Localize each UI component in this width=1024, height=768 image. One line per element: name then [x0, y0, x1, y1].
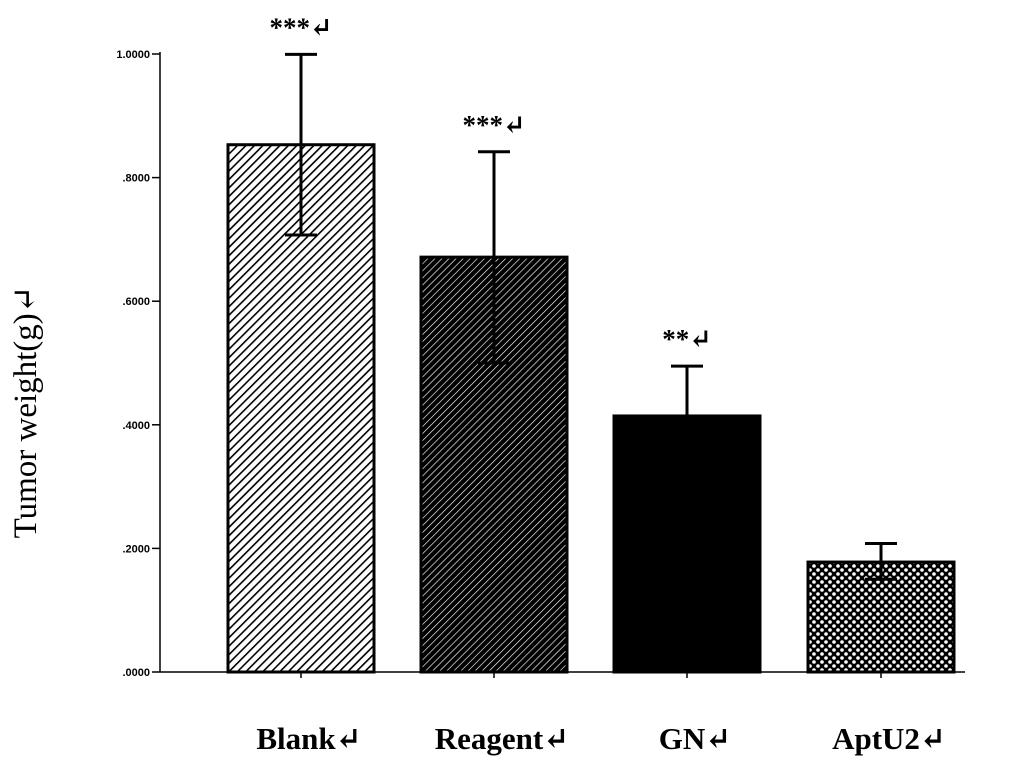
significance-reagent: ***↵	[462, 110, 525, 140]
y-tick-label: 1.0000	[116, 49, 150, 61]
bar-gn	[612, 414, 762, 674]
error-bars	[285, 52, 897, 581]
category-label-gn: GN↵	[659, 721, 731, 756]
y-tick-label: .4000	[122, 420, 150, 432]
y-tick-label: .2000	[122, 543, 150, 555]
y-axis-label: Tumor weight(g)↵	[8, 286, 44, 539]
bars	[226, 143, 956, 674]
y-ticks: .0000 .2000 .4000 .6000 .8000 1.0000	[116, 49, 160, 679]
category-labels: Blank↵ Reagent↵ GN↵ AptU2↵	[256, 672, 946, 756]
category-label-reagent: Reagent↵	[435, 721, 569, 756]
y-tick-label: .8000	[122, 173, 150, 185]
significance-gn: **↵	[662, 324, 712, 354]
significance-blank: ***↵	[269, 12, 332, 42]
y-tick-label: .6000	[122, 296, 150, 308]
category-label-aptu2: AptU2↵	[832, 721, 946, 756]
y-tick-label: .0000	[122, 667, 150, 679]
significance-markers: ***↵ ***↵ **↵	[269, 12, 711, 354]
category-label-blank: Blank↵	[256, 721, 361, 756]
